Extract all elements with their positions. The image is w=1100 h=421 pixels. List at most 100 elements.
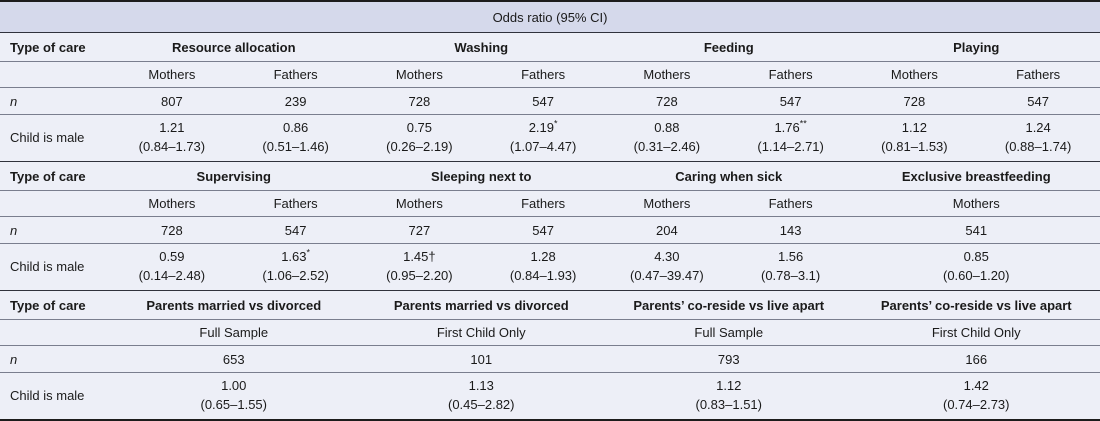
odds-ratio-cell: 0.85 (0.60–1.20) [853, 244, 1100, 291]
ci-value: (0.45–2.82) [364, 396, 600, 415]
table-title: Odds ratio (95% CI) [0, 1, 1100, 33]
odds-ratio-cell: 1.45†(0.95–2.20) [358, 244, 482, 291]
subcol-header: Fathers [976, 62, 1100, 88]
or-value: 1.12 [716, 378, 741, 393]
or-value: 0.59 [159, 249, 184, 264]
block3-group-header-row: Type of care Parents married vs divorced… [0, 291, 1100, 320]
odds-ratio-cell: 0.88 (0.31–2.46) [605, 115, 729, 162]
n-value: 547 [481, 217, 605, 244]
n-value: 239 [234, 88, 358, 115]
odds-ratio-cell: 1.28(0.84–1.93) [481, 244, 605, 291]
n-value: 143 [729, 217, 853, 244]
significance-marker: * [307, 248, 311, 258]
or-value: 2.19 [529, 120, 554, 135]
n-value: 547 [234, 217, 358, 244]
significance-marker: ** [800, 119, 807, 129]
n-value: 793 [605, 346, 853, 373]
subcol-header: Mothers [605, 62, 729, 88]
or-value: 0.75 [407, 120, 432, 135]
subcol-header: First Child Only [358, 320, 606, 346]
ci-value: (0.84–1.73) [116, 138, 228, 157]
subcol-header: Mothers [605, 191, 729, 217]
n-value: 728 [110, 217, 234, 244]
group-header: Parents’ co-reside vs live apart [605, 291, 853, 320]
n-value: 728 [605, 88, 729, 115]
n-value: 653 [110, 346, 358, 373]
odds-ratio-cell: 1.56 (0.78–3.1) [729, 244, 853, 291]
block2-group-header-row: Type of care Supervising Sleeping next t… [0, 162, 1100, 191]
n-value: 541 [853, 217, 1100, 244]
block2-odds-row: Child is male 0.59(0.14–2.48) 1.63*(1.06… [0, 244, 1100, 291]
ci-value: (0.26–2.19) [364, 138, 476, 157]
empty-cell [0, 62, 110, 88]
odds-ratio-cell: 1.12 (0.81–1.53) [853, 115, 977, 162]
odds-ratio-cell: 2.19*(1.07–4.47) [481, 115, 605, 162]
odds-ratio-cell: 1.13(0.45–2.82) [358, 373, 606, 421]
child-is-male-label: Child is male [0, 373, 110, 421]
ci-value: (0.47–39.47) [611, 267, 723, 286]
block3-subcol-row: Full Sample First Child Only Full Sample… [0, 320, 1100, 346]
child-is-male-label: Child is male [0, 244, 110, 291]
subcol-header: Full Sample [605, 320, 853, 346]
group-header: Feeding [605, 33, 853, 62]
subcol-header: Fathers [234, 62, 358, 88]
subcol-header: Fathers [481, 62, 605, 88]
or-value: 0.88 [654, 120, 679, 135]
or-value: 1.63 [281, 249, 306, 264]
subcol-header: Full Sample [110, 320, 358, 346]
ci-value: (0.31–2.46) [611, 138, 723, 157]
ci-value: (0.65–1.55) [116, 396, 352, 415]
ci-value: (0.88–1.74) [982, 138, 1094, 157]
n-label: n [0, 217, 110, 244]
block2-subcol-row: Mothers Fathers Mothers Fathers Mothers … [0, 191, 1100, 217]
subcol-header: Mothers [110, 191, 234, 217]
block2-n-row: n 728 547 727 547 204 143 541 [0, 217, 1100, 244]
type-of-care-label: Type of care [0, 291, 110, 320]
or-value: 1.42 [964, 378, 989, 393]
or-value: 1.12 [902, 120, 927, 135]
n-value: 547 [729, 88, 853, 115]
n-value: 807 [110, 88, 234, 115]
n-value: 547 [481, 88, 605, 115]
subcol-header: Mothers [358, 191, 482, 217]
n-value: 728 [358, 88, 482, 115]
odds-ratio-cell: 1.12(0.83–1.51) [605, 373, 853, 421]
odds-ratio-cell: 1.63*(1.06–2.52) [234, 244, 358, 291]
odds-ratio-cell: 1.24(0.88–1.74) [976, 115, 1100, 162]
or-value: 1.21 [159, 120, 184, 135]
or-value: 0.85 [964, 249, 989, 264]
ci-value: (1.14–2.71) [735, 138, 847, 157]
n-label: n [0, 88, 110, 115]
n-value: 101 [358, 346, 606, 373]
subcol-header: Fathers [729, 191, 853, 217]
subcol-header: Mothers [110, 62, 234, 88]
ci-value: (0.74–2.73) [859, 396, 1095, 415]
n-value: 728 [853, 88, 977, 115]
block1-subcol-row: Mothers Fathers Mothers Fathers Mothers … [0, 62, 1100, 88]
group-header: Parents married vs divorced [110, 291, 358, 320]
or-value: 0.86 [283, 120, 308, 135]
ci-value: (0.81–1.53) [859, 138, 971, 157]
n-value: 166 [853, 346, 1100, 373]
or-value: 4.30 [654, 249, 679, 264]
subcol-header: Mothers [358, 62, 482, 88]
ci-value: (0.60–1.20) [859, 267, 1095, 286]
or-value: 1.56 [778, 249, 803, 264]
or-value: 1.28 [530, 249, 555, 264]
table-title-row: Odds ratio (95% CI) [0, 1, 1100, 33]
empty-cell [0, 320, 110, 346]
block1-group-header-row: Type of care Resource allocation Washing… [0, 33, 1100, 62]
ci-value: (0.78–3.1) [735, 267, 847, 286]
significance-marker: * [554, 119, 558, 129]
odds-ratio-cell: 0.86(0.51–1.46) [234, 115, 358, 162]
odds-ratio-cell: 1.76**(1.14–2.71) [729, 115, 853, 162]
odds-ratio-cell: 1.21 (0.84–1.73) [110, 115, 234, 162]
child-is-male-label: Child is male [0, 115, 110, 162]
group-header: Exclusive breastfeeding [853, 162, 1100, 191]
subcol-header: Fathers [729, 62, 853, 88]
subcol-header: Mothers [853, 191, 1100, 217]
n-value: 727 [358, 217, 482, 244]
block3-odds-row: Child is male 1.00(0.65–1.55) 1.13(0.45–… [0, 373, 1100, 421]
